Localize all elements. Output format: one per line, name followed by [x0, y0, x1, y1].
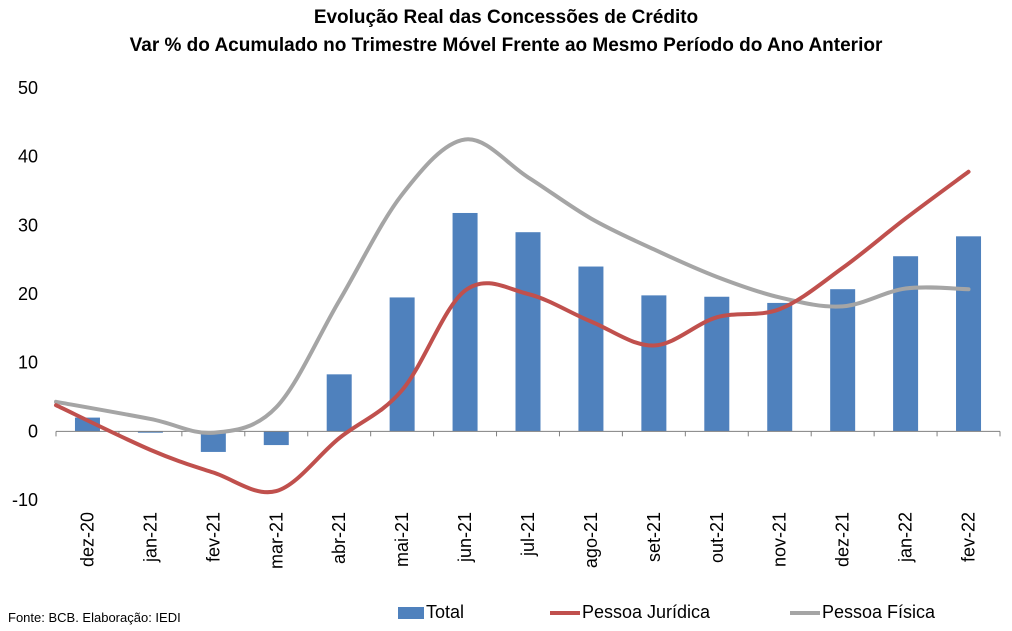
bar-total: [641, 295, 667, 432]
x-tick-label: set-21: [644, 512, 664, 562]
legend-label-pf: Pessoa Física: [822, 602, 936, 622]
y-tick-label: 10: [18, 353, 38, 373]
source-note: Fonte: BCB. Elaboração: IEDI: [8, 610, 181, 625]
legend-swatch-pf: [790, 610, 820, 615]
bar-total: [200, 431, 226, 452]
x-tick-label: dez-21: [833, 512, 853, 567]
x-tick-label: abr-21: [329, 512, 349, 564]
bar-total: [452, 212, 478, 432]
line-pessoa-juridica: [54, 169, 971, 495]
x-tick-label: fev-21: [203, 512, 223, 562]
x-tick-label: dez-20: [77, 512, 97, 567]
bar-total: [137, 431, 163, 433]
x-tick-label: jan-22: [896, 512, 916, 563]
y-tick-label: 50: [18, 78, 38, 98]
bar-total: [326, 374, 352, 432]
legend-label-pj: Pessoa Jurídica: [582, 602, 711, 622]
y-tick-label: 20: [18, 284, 38, 304]
x-tick-label: nov-21: [770, 512, 790, 567]
bar-total: [263, 431, 289, 446]
y-tick-label: 0: [28, 421, 38, 441]
legend-swatch-total: [398, 606, 424, 619]
x-tick-label: fev-22: [959, 512, 979, 562]
x-tick-label: jan-21: [140, 512, 160, 563]
legend-item-pf: Pessoa Física: [790, 602, 935, 623]
x-tick-label: mai-21: [392, 512, 412, 567]
legend-swatch-pj: [550, 610, 580, 615]
bar-total: [74, 417, 100, 432]
chart-subtitle: Var % do Acumulado no Trimestre Móvel Fr…: [129, 35, 883, 56]
chart-plot: -10 0 10 20 30 40 50 dez-20 jan-21 fev-21 mar-21 ab…: [12, 78, 1001, 569]
x-tick-label: jun-21: [455, 512, 475, 563]
bar-total: [893, 256, 919, 432]
legend-item-total: Total: [398, 602, 464, 623]
x-tick-label: ago-21: [581, 512, 601, 568]
bar-total: [956, 236, 982, 432]
y-tick-label: 30: [18, 215, 38, 235]
chart-title-block: Evolução Real das Concessões de Crédito …: [0, 4, 1012, 60]
bar-total: [515, 232, 541, 432]
x-tick-label: out-21: [707, 512, 727, 563]
y-tick-label: 40: [18, 147, 38, 167]
bar-total: [767, 302, 793, 432]
bar-total: [389, 297, 415, 432]
legend-label-total: Total: [426, 602, 465, 622]
line-pessoa-fisica: [54, 137, 971, 435]
x-tick-label: jul-21: [518, 512, 538, 557]
legend-item-pj: Pessoa Jurídica: [550, 602, 710, 623]
y-tick-label: -10: [12, 490, 38, 510]
bar-total: [830, 289, 856, 432]
legend: Total Pessoa Jurídica Pessoa Física: [0, 602, 1012, 626]
chart-title: Evolução Real das Concessões de Crédito: [313, 7, 699, 28]
bar-total: [578, 266, 604, 432]
x-tick-label: mar-21: [266, 512, 286, 569]
